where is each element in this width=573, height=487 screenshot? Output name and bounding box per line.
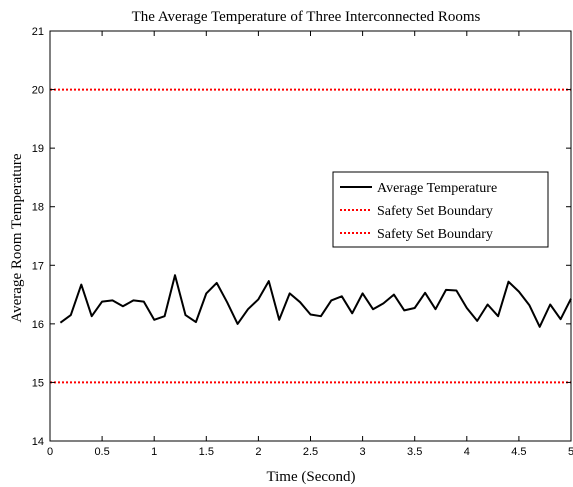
y-tick-label: 18: [32, 202, 44, 214]
y-tick-label: 19: [32, 143, 44, 155]
x-tick-label: 3: [360, 446, 366, 458]
legend-label-1: Safety Set Boundary: [377, 204, 493, 219]
x-tick-label: 4.5: [511, 446, 526, 458]
legend: Average Temperature Safety Set Boundary Sa…: [332, 171, 549, 248]
x-tick-label: 2: [255, 446, 261, 458]
legend-label-0: Average Temperature: [377, 181, 497, 196]
y-tick-label: 21: [32, 26, 44, 38]
x-tick-label: 0.5: [94, 446, 109, 458]
y-tick-label: 14: [32, 436, 44, 448]
x-tick-label: 1.5: [199, 446, 214, 458]
y-tick-label: 17: [32, 260, 44, 272]
y-tick-label: 15: [32, 377, 44, 389]
plot-lines: [50, 88, 572, 384]
y-axis-label: Average Room Temperature: [9, 153, 25, 323]
x-tick-label: 1: [151, 446, 157, 458]
legend-label-2: Safety Set Boundary: [377, 227, 493, 242]
x-tick-label: 4: [464, 446, 470, 458]
x-tick-label: 3.5: [407, 446, 422, 458]
plot-axes: 0 0.5 1 1.5 2 2.5 3 3.5 4 4.5 5 14 15 16 17 18 19 20 21: [32, 26, 573, 458]
y-tick-label: 16: [32, 319, 44, 331]
x-tick-label: 2.5: [303, 446, 318, 458]
chart-title: The Average Temperature of Three Interco…: [132, 9, 481, 25]
x-axis-label: Time (Second): [266, 469, 355, 485]
x-tick-label: 5: [568, 446, 573, 458]
y-tick-label: 20: [32, 85, 44, 97]
series-line-0: [59, 274, 572, 328]
x-tick-label: 0: [47, 446, 53, 458]
